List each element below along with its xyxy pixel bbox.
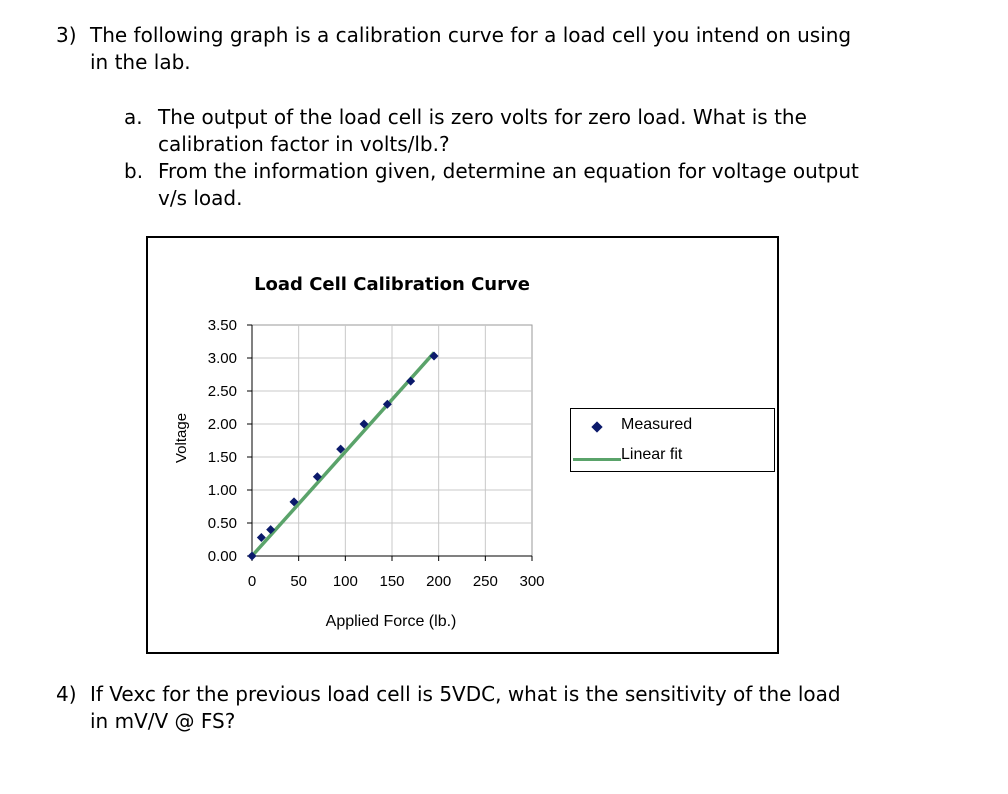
diamond-marker-icon <box>591 421 603 433</box>
legend-label: Linear fit <box>621 446 683 463</box>
x-tick-label: 300 <box>519 573 544 590</box>
x-axis-label: Applied Force (lb.) <box>326 613 457 630</box>
part-text-line-1: From the information given, determine an… <box>158 159 859 183</box>
y-tick-label: 1.50 <box>208 449 237 466</box>
y-tick-label: 0.00 <box>208 548 237 565</box>
part-label: a. <box>124 105 143 129</box>
chart-svg: Load Cell Calibration Curve Applied Forc… <box>173 274 545 630</box>
measured-point <box>247 551 257 561</box>
y-tick-label: 3.00 <box>208 350 237 367</box>
part-text-line-2: v/s load. <box>158 186 243 210</box>
linear-fit-line <box>250 351 436 558</box>
measured-point <box>406 376 416 386</box>
y-tick-label: 1.00 <box>208 482 237 499</box>
x-tick-label: 150 <box>379 573 404 590</box>
question-text-line-2: in the lab. <box>90 50 191 74</box>
legend-entry-measured: Measured <box>571 411 774 441</box>
question-text-line-1: The following graph is a calibration cur… <box>90 23 852 47</box>
chart-legend: Measured Linear fit <box>570 408 775 472</box>
measured-point <box>336 444 346 454</box>
question-number: 4) <box>56 682 77 706</box>
legend-entry-linear-fit: Linear fit <box>571 441 774 471</box>
measured-point <box>312 472 322 482</box>
question-text-line-1: If Vexc for the previous load cell is 5V… <box>90 682 841 706</box>
part-text-line-1: The output of the load cell is zero volt… <box>158 105 807 129</box>
chart-frame: Load Cell Calibration Curve Applied Forc… <box>146 236 779 654</box>
y-tick-label: 2.00 <box>208 416 237 433</box>
x-tick-label: 50 <box>290 573 307 590</box>
question-number: 3) <box>56 23 77 47</box>
part-label: b. <box>124 159 144 183</box>
measured-point <box>429 351 439 361</box>
question-text-line-2: in mV/V @ FS? <box>90 709 236 733</box>
x-tick-label: 200 <box>426 573 451 590</box>
chart-title: Load Cell Calibration Curve <box>254 274 530 295</box>
y-tick-label: 0.50 <box>208 515 237 532</box>
y-tick-label: 2.50 <box>208 383 237 400</box>
x-tick-label: 250 <box>473 573 498 590</box>
measured-point <box>256 533 266 543</box>
measured-point <box>359 419 369 429</box>
measured-point <box>382 399 392 409</box>
line-swatch-icon <box>573 458 621 461</box>
measured-point <box>289 497 299 507</box>
x-tick-label: 0 <box>248 573 256 590</box>
y-axis-label: Voltage <box>173 413 190 463</box>
measured-point <box>266 525 276 535</box>
y-tick-label: 3.50 <box>208 317 237 334</box>
part-text-line-2: calibration factor in volts/lb.? <box>158 132 450 156</box>
legend-label: Measured <box>621 416 693 433</box>
x-tick-label: 100 <box>333 573 358 590</box>
